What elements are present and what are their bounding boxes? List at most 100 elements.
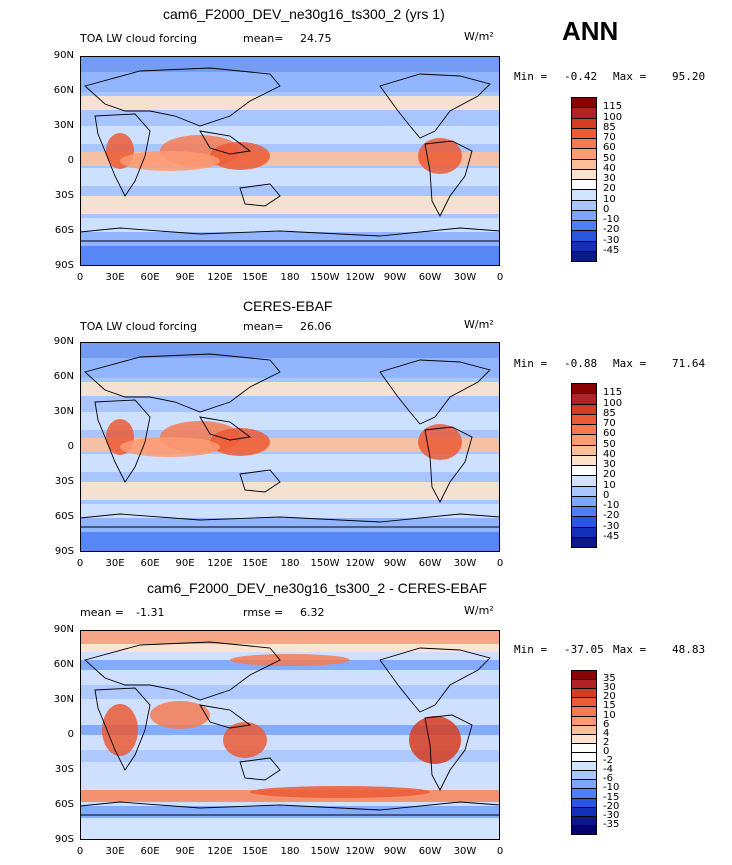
colorbar-label: 70 <box>603 418 616 429</box>
lon-tick-label: 90E <box>175 846 195 857</box>
panel-title: CERES-EBAF <box>243 298 333 314</box>
colorbar-label: -45 <box>603 244 620 256</box>
max-label: Max = <box>613 643 647 656</box>
lon-tick-label: 0 <box>76 558 84 569</box>
colorbar-label: 115 <box>603 101 623 113</box>
lat-tick-label: 90N <box>53 624 74 635</box>
lon-tick-label: 30W <box>453 846 477 857</box>
stat-label: mean= <box>243 32 284 45</box>
lon-tick-label: 120E <box>207 846 233 857</box>
field-mean-value: -1.31 <box>136 606 165 619</box>
colorbar-label: 10 <box>603 479 616 491</box>
panel-title: cam6_F2000_DEV_ne30g16_ts300_2 - CERES-E… <box>147 580 488 596</box>
lon-tick-label: 120W <box>345 272 375 283</box>
lon-tick-label: 60E <box>140 272 160 283</box>
lon-tick-label: 30E <box>105 846 125 857</box>
lon-tick-label: 150E <box>242 846 268 857</box>
stat-value: 6.32 <box>300 606 325 619</box>
colorbar-label: 40 <box>603 162 616 174</box>
lon-tick-label: 150E <box>242 272 268 283</box>
lon-tick-label: 60W <box>418 272 442 283</box>
colorbar-label: 10 <box>603 709 616 721</box>
colorbar-label: 20 <box>603 691 616 703</box>
colorbar-label: -10 <box>603 214 620 225</box>
colorbar-label: 60 <box>603 142 616 154</box>
lon-tick-label: 150W <box>310 272 340 283</box>
units-label: W/m² <box>464 604 494 617</box>
stat-label: mean= <box>243 320 284 333</box>
min-value: -37.05 <box>564 643 604 656</box>
colorbar-label: -10 <box>603 782 620 794</box>
lon-tick-label: 150W <box>310 846 340 857</box>
colorbar-label: -45 <box>603 530 620 542</box>
colorbar-label: 2 <box>603 736 610 748</box>
lon-tick-label: 150E <box>242 558 268 569</box>
lon-tick-label: 120E <box>207 272 233 283</box>
lat-tick-label: 30N <box>53 406 74 417</box>
colorbar-label: 6 <box>603 718 610 730</box>
max-label: Max = <box>613 70 647 83</box>
lon-tick-label: 150W <box>310 558 340 569</box>
colorbar-label: 40 <box>603 448 616 460</box>
colorbar-label: 30 <box>603 173 616 184</box>
stat-value: 26.06 <box>300 320 332 333</box>
colorbar-label: -10 <box>603 500 620 511</box>
colorbar-label: -30 <box>603 809 620 821</box>
colorbar-label: 20 <box>603 469 616 481</box>
lon-tick-label: 0 <box>496 558 504 569</box>
colorbar-label: 100 <box>603 397 623 409</box>
colorbar-label: 10 <box>603 193 616 205</box>
lon-tick-label: 90E <box>175 272 195 283</box>
colorbar-label: -2 <box>603 755 613 767</box>
lon-tick-label: 60W <box>418 558 442 569</box>
lat-tick-label: 30N <box>53 694 74 705</box>
panel-title: cam6_F2000_DEV_ne30g16_ts300_2 (yrs 1) <box>163 6 445 22</box>
lon-tick-label: 30W <box>453 558 477 569</box>
lat-tick-label: 90N <box>53 336 74 347</box>
lon-tick-label: 180 <box>280 272 300 283</box>
lat-tick-label: 30S <box>54 476 74 487</box>
lat-tick-label: 0 <box>67 155 74 166</box>
colorbar-label: -4 <box>603 764 613 776</box>
lon-tick-label: 0 <box>496 846 504 857</box>
colorbar-label: 115 <box>603 387 623 399</box>
colorbar-label: -20 <box>603 800 620 812</box>
field-label: TOA LW cloud forcing <box>80 320 197 333</box>
lat-tick-label: 60S <box>54 511 74 522</box>
stat-label: rmse = <box>243 606 284 619</box>
colorbar-label: 50 <box>603 438 616 450</box>
colorbar-swatch <box>571 250 597 262</box>
lon-tick-label: 180 <box>280 558 300 569</box>
colorbar-label: 30 <box>603 682 616 694</box>
colorbar-label: -20 <box>603 510 620 522</box>
contour-map <box>80 56 500 266</box>
lon-tick-label: 120W <box>345 558 375 569</box>
lon-tick-label: 60W <box>418 846 442 857</box>
lon-tick-label: 90W <box>383 558 407 569</box>
lat-tick-label: 60N <box>53 371 74 382</box>
lon-tick-label: 90W <box>383 272 407 283</box>
colorbar-label: -30 <box>603 520 620 532</box>
max-value: 48.83 <box>672 643 706 656</box>
lon-tick-label: 120E <box>207 558 233 569</box>
lon-tick-label: 90W <box>383 846 407 857</box>
colorbar-label: 30 <box>603 459 616 470</box>
min-label: Min = <box>514 357 548 370</box>
lat-tick-label: 60S <box>54 225 74 236</box>
min-value: -0.42 <box>564 70 598 83</box>
colorbar-label: -35 <box>603 818 620 830</box>
lon-tick-label: 30E <box>105 558 125 569</box>
lon-tick-label: 60E <box>140 558 160 569</box>
lat-tick-label: 90S <box>54 834 74 845</box>
lat-tick-label: 30S <box>54 190 74 201</box>
max-value: 95.20 <box>672 70 706 83</box>
lon-tick-label: 30E <box>105 272 125 283</box>
min-label: Min = <box>514 643 548 656</box>
colorbar-label: 0 <box>603 489 610 501</box>
lat-tick-label: 60S <box>54 799 74 810</box>
colorbar-label: 50 <box>603 152 616 164</box>
colorbar-label: 4 <box>603 727 610 739</box>
colorbar-label: 85 <box>603 121 616 133</box>
lat-tick-label: 90S <box>54 546 74 557</box>
colorbar-label: -6 <box>603 773 613 785</box>
